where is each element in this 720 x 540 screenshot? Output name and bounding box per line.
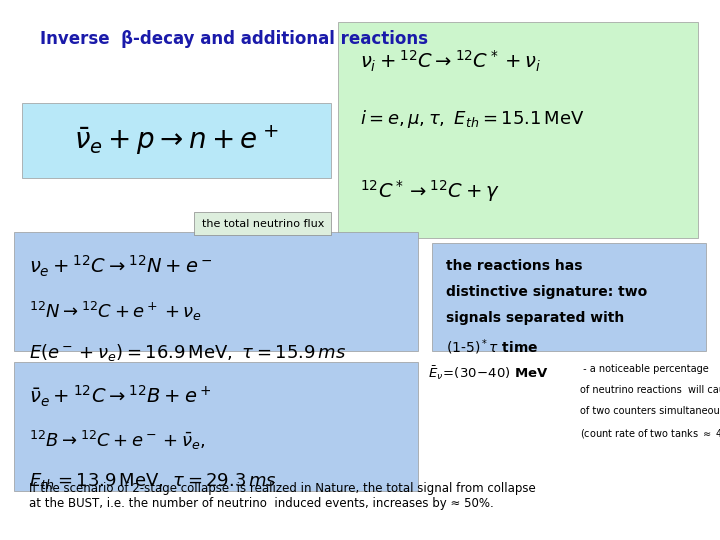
Bar (14, 362, 418, 491)
Text: $(1\text{-}5)^*\tau$ time: $(1\text{-}5)^*\tau$ time (446, 337, 539, 356)
Bar (432, 243, 706, 351)
Text: of neutrino reactions  will cause triggering: of neutrino reactions will cause trigger… (580, 385, 720, 395)
Text: $\bar{E}_\nu\!=\!(30\!-\!40)$ MeV: $\bar{E}_\nu\!=\!(30\!-\!40)$ MeV (428, 364, 549, 382)
Bar (194, 212, 331, 235)
Text: $\bar{\nu}_e + p \rightarrow n + e^+$: $\bar{\nu}_e + p \rightarrow n + e^+$ (74, 124, 279, 157)
Text: the total neutrino flux: the total neutrino flux (202, 219, 324, 228)
Text: $E(e^- + \nu_e) = 16.9\,\mathrm{MeV},\ \tau = 15.9\,ms$: $E(e^- + \nu_e) = 16.9\,\mathrm{MeV},\ \… (29, 342, 346, 363)
Text: $\nu_i + {}^{12}C \rightarrow {}^{12}C^* + \nu_i$: $\nu_i + {}^{12}C \rightarrow {}^{12}C^*… (360, 49, 541, 74)
Text: ${}^{12}B \rightarrow {}^{12}C + e^- + \bar{\nu}_e,$: ${}^{12}B \rightarrow {}^{12}C + e^- + \… (29, 429, 206, 453)
Bar (22, 103, 331, 178)
Text: of two counters simultaneously: of two counters simultaneously (580, 406, 720, 416)
Text: signals separated with: signals separated with (446, 311, 625, 325)
Text: distinctive signature: two: distinctive signature: two (446, 285, 648, 299)
Text: If the scenario of 2-stage collapse  is realized in Nature, the total signal fro: If the scenario of 2-stage collapse is r… (29, 482, 536, 510)
Text: the reactions has: the reactions has (446, 259, 583, 273)
Bar (338, 22, 698, 238)
Text: Inverse  β-decay and additional reactions: Inverse β-decay and additional reactions (40, 30, 428, 48)
Text: $i = e, \mu, \tau, \ E_{th} = 15.1\,\mathrm{MeV}$: $i = e, \mu, \tau, \ E_{th} = 15.1\,\mat… (360, 108, 585, 130)
Bar (14, 232, 418, 351)
Text: ${}^{12}N \rightarrow {}^{12}C + e^+ + \nu_e$: ${}^{12}N \rightarrow {}^{12}C + e^+ + \… (29, 300, 202, 323)
Text: (count rate of two tanks $\approx$ 4$\cdot$10$^{-3}$ s$^{-1}$): (count rate of two tanks $\approx$ 4$\cd… (580, 426, 720, 441)
Text: $\nu_e + {}^{12}C \rightarrow {}^{12}N + e^-$: $\nu_e + {}^{12}C \rightarrow {}^{12}N +… (29, 254, 212, 279)
Text: ${}^{12}C^* \rightarrow {}^{12}C + \gamma$: ${}^{12}C^* \rightarrow {}^{12}C + \gamm… (360, 178, 500, 204)
Text: - a noticeable percentage: - a noticeable percentage (580, 364, 708, 375)
Text: $E_{th} = 13.9\,\mathrm{MeV},\ \tau = 29.3\,ms$: $E_{th} = 13.9\,\mathrm{MeV},\ \tau = 29… (29, 471, 276, 491)
Text: $\bar{\nu}_e + {}^{12}C \rightarrow {}^{12}B + e^+$: $\bar{\nu}_e + {}^{12}C \rightarrow {}^{… (29, 383, 212, 409)
